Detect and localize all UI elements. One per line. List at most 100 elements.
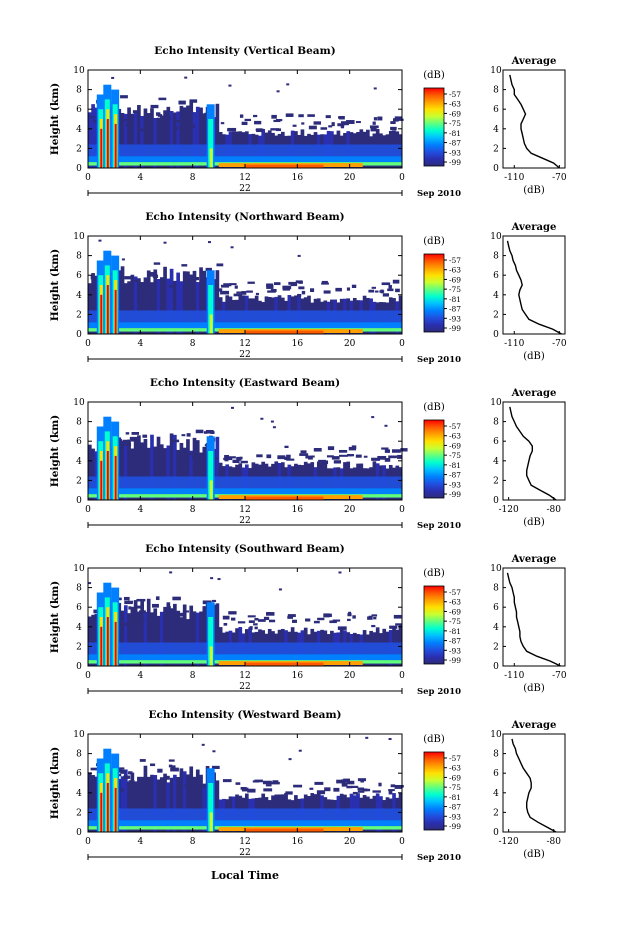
echo-cell [125,123,135,127]
echo-cell [370,127,377,132]
echo-cell [357,790,365,793]
profile-frame [502,733,566,833]
echo-cell [140,128,149,132]
echo-cell [166,445,171,500]
echo-cell [375,290,379,293]
echo-cell [176,449,180,500]
echo-cell [273,119,281,123]
echo-cell [130,772,135,832]
layer-band [88,476,402,489]
echo-cell [130,274,135,334]
echo-cell [268,619,276,623]
echo-cell [176,111,180,168]
echo-cell [133,276,138,334]
colorbar-unit: (dB) [423,70,445,81]
rain-column [114,787,117,832]
echo-cell [285,113,294,117]
echo-cell [394,784,404,788]
x-tick-label: 4 [137,173,143,183]
echo-cell [140,776,145,832]
panels: Echo Intensity (Vertical Beam) 0 2 4 6 8 10 Hei… [49,45,567,863]
echo-cell [130,448,135,500]
y-tick-label: 0 [76,164,82,174]
echo-cell [127,613,131,666]
rain-column [208,119,214,168]
date-label: Sep 2010 [417,521,461,531]
echo-cell [116,439,123,443]
profile-y-tick-label: 10 [490,730,502,740]
echo-cell [287,614,296,618]
echo-cell [117,108,122,168]
echo-cell [297,293,302,297]
echo-cell [93,609,99,614]
echo-cell [91,614,95,666]
echo-cell [313,620,320,624]
echo-cell [371,457,381,461]
echo-cell [395,288,400,293]
echo-cell [159,277,164,334]
echo-cell [150,612,154,666]
echo-cell [127,600,134,604]
echo-cell [120,95,128,99]
x-tick-label: 16 [292,671,304,681]
echo-cell [263,788,273,792]
rain-column [100,626,103,666]
echo-cell [246,290,253,293]
y-tick-label: 8 [76,252,82,262]
echo-cell [396,118,404,121]
heatmap [88,76,404,168]
echo-cell [236,456,242,461]
profile-y-tick-label: 4 [493,457,499,467]
echo-cell [202,270,207,334]
echo-cell [153,269,158,334]
echo-cell [120,112,125,168]
echo-cell [202,783,209,787]
heatmap [88,736,404,832]
echo-cell [169,608,174,666]
echo-cell [93,119,99,123]
echo-cell [329,620,337,624]
echo-cell [159,115,164,168]
echo-cell [182,604,187,666]
profile-frame [502,401,566,501]
profile-y-tick-label: 6 [493,603,499,613]
colorbar-tick-label: -75 [449,119,461,128]
echo-cell [305,455,312,459]
echo-cell [182,623,189,627]
echo-cell [178,119,182,123]
x-tick-label: 0 [399,173,405,183]
echo-cell [127,781,131,832]
echo-cell [394,786,403,789]
y-tick-label: 10 [73,232,85,242]
echo-cell [117,437,122,500]
rain-column [100,294,103,334]
echo-cell [137,611,141,666]
echo-cell [130,457,135,460]
echo-cell [133,600,138,666]
echo-cell [248,620,255,623]
x-tick-label: 16 [292,837,304,847]
echo-cell [229,283,237,286]
echo-cell [277,455,286,460]
profile-y-tick-label: 4 [493,789,499,799]
echo-cell [159,444,164,500]
x-tick-label: 8 [190,173,196,183]
echo-cell [189,766,194,832]
profile-y-tick-label: 8 [493,750,499,760]
y-tick-label: 8 [76,584,82,594]
echo-cell [140,282,145,334]
echo-cell [314,781,324,785]
x-tick-label: 0 [85,505,91,515]
echo-cell [393,614,402,619]
layer-band [88,808,402,821]
x-tick-label: 0 [85,339,91,349]
colorbar-tick-label: -63 [449,598,461,607]
echo-cell [388,284,392,289]
profile-y-tick-label: 0 [493,662,499,672]
echo-cell [137,105,141,168]
x-tick-label: 12 [239,505,250,515]
x-tick-label: 12 [239,837,250,847]
echo-cell [179,617,185,621]
echo-cell [156,117,161,168]
